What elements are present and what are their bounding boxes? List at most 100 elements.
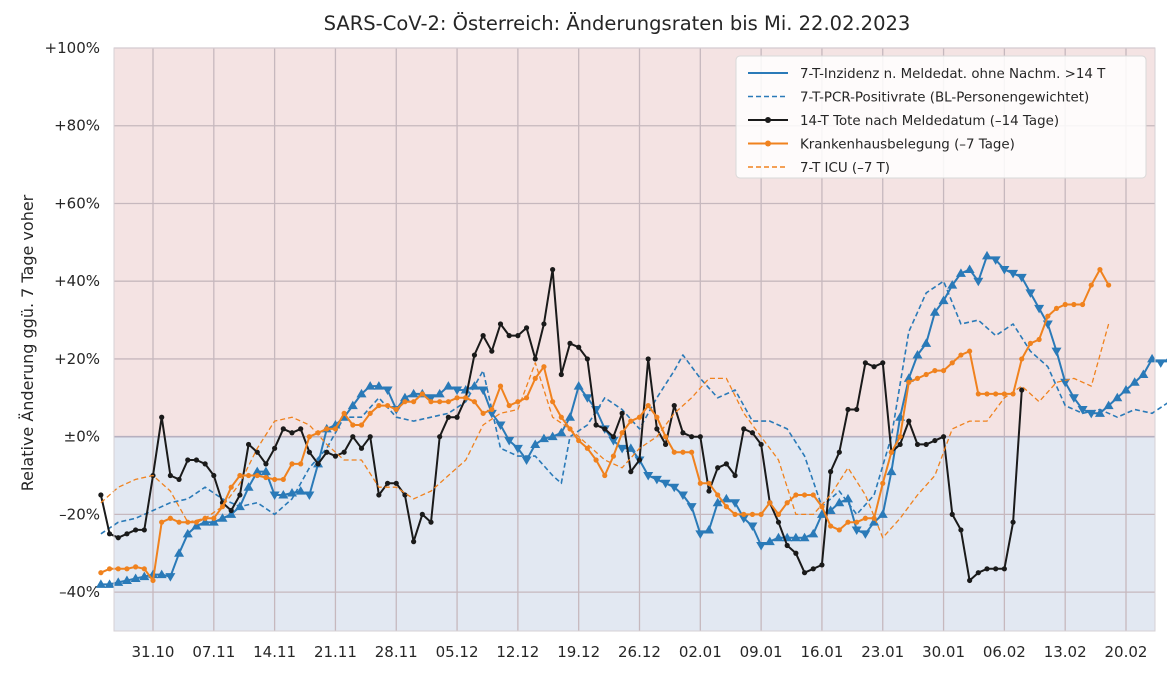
data-point bbox=[1008, 269, 1019, 279]
data-point bbox=[121, 575, 132, 584]
data-point bbox=[530, 439, 541, 448]
data-point bbox=[697, 434, 703, 440]
data-point bbox=[98, 492, 104, 498]
data-point bbox=[512, 444, 523, 454]
data-point bbox=[106, 566, 113, 572]
data-point bbox=[252, 466, 263, 476]
data-point bbox=[463, 395, 469, 401]
series bbox=[95, 250, 1167, 588]
data-point bbox=[784, 500, 790, 506]
data-point bbox=[912, 350, 923, 359]
data-point bbox=[150, 577, 156, 584]
data-point bbox=[167, 472, 173, 479]
data-point bbox=[686, 503, 697, 512]
data-point bbox=[828, 469, 834, 475]
x-tick-label: 09.01 bbox=[740, 643, 783, 661]
data-point bbox=[871, 364, 877, 370]
data-point bbox=[801, 570, 808, 576]
grid bbox=[114, 47, 1155, 631]
data-point bbox=[819, 504, 825, 510]
plot-border bbox=[113, 47, 1156, 632]
series-3 bbox=[98, 266, 1112, 584]
data-point bbox=[715, 492, 721, 498]
data-point bbox=[940, 367, 947, 374]
data-point bbox=[993, 391, 999, 397]
data-point bbox=[193, 519, 200, 525]
data-point bbox=[967, 348, 973, 354]
data-point bbox=[793, 492, 799, 498]
data-point bbox=[358, 445, 365, 451]
data-point bbox=[764, 536, 775, 546]
data-point bbox=[949, 360, 955, 366]
data-point bbox=[816, 509, 827, 518]
data-point bbox=[1001, 566, 1007, 572]
data-point bbox=[115, 566, 121, 572]
data-point bbox=[541, 364, 547, 370]
data-point bbox=[402, 399, 408, 405]
data-point bbox=[1010, 519, 1016, 525]
data-point bbox=[741, 426, 747, 432]
data-point bbox=[1016, 273, 1027, 283]
legend-entry: 7-T-PCR-Positivrate (BL-Personengewichte… bbox=[748, 91, 1089, 106]
chart-title: SARS-CoV-2: Österreich: Änderungsraten b… bbox=[324, 12, 911, 35]
data-point bbox=[584, 445, 590, 451]
data-point bbox=[434, 388, 445, 398]
data-point bbox=[454, 395, 460, 401]
data-point bbox=[411, 539, 417, 545]
data-point bbox=[208, 517, 219, 526]
data-point bbox=[538, 433, 549, 443]
data-point bbox=[938, 295, 949, 305]
data-point bbox=[393, 406, 399, 413]
data-point bbox=[715, 465, 721, 471]
legend-label: 7-T-Inzidenz n. Meldedat. ohne Nachm. >1… bbox=[800, 67, 1106, 82]
data-point bbox=[886, 466, 897, 476]
data-point bbox=[680, 430, 686, 436]
data-point bbox=[799, 532, 810, 542]
data-point bbox=[254, 449, 260, 455]
data-point bbox=[567, 340, 573, 346]
data-point bbox=[1088, 282, 1094, 288]
data-point bbox=[1051, 347, 1062, 357]
data-point bbox=[984, 391, 990, 397]
data-point bbox=[341, 410, 347, 416]
legend-entry: Krankenhausbelegung (–7 Tage) bbox=[748, 138, 1015, 153]
data-point bbox=[437, 399, 443, 405]
data-point bbox=[973, 277, 984, 287]
data-point bbox=[306, 449, 312, 455]
data-point bbox=[550, 399, 556, 405]
legend-entry: 7-T ICU (–7 T) bbox=[748, 161, 890, 176]
data-point bbox=[367, 410, 373, 416]
data-point bbox=[237, 472, 243, 479]
data-point bbox=[176, 476, 182, 483]
data-point bbox=[167, 515, 173, 521]
negative-band bbox=[114, 436, 1155, 631]
data-point bbox=[1079, 301, 1086, 308]
data-point bbox=[1062, 301, 1068, 308]
data-point bbox=[645, 402, 651, 409]
data-point bbox=[958, 352, 964, 358]
data-point bbox=[593, 457, 599, 463]
data-point bbox=[384, 402, 391, 409]
x-tick-label: 16.01 bbox=[800, 643, 843, 661]
data-point bbox=[193, 457, 200, 463]
data-point bbox=[367, 434, 373, 440]
data-point bbox=[408, 388, 419, 398]
x-tick-label: 21.11 bbox=[314, 643, 357, 661]
data-point bbox=[723, 504, 729, 510]
data-point bbox=[1053, 305, 1060, 312]
series-1 bbox=[100, 280, 1167, 535]
data-point bbox=[975, 570, 981, 576]
legend-entry: 14-T Tote nach Meldedatum (–14 Tage) bbox=[748, 114, 1059, 129]
data-point bbox=[419, 511, 425, 517]
data-point bbox=[515, 399, 521, 405]
data-point bbox=[576, 437, 582, 444]
data-point bbox=[460, 385, 471, 394]
data-point bbox=[495, 421, 506, 431]
data-point bbox=[185, 457, 191, 463]
data-point bbox=[547, 431, 558, 441]
data-point bbox=[758, 511, 764, 517]
y-tick-label: +100% bbox=[45, 39, 100, 57]
data-point bbox=[393, 480, 399, 486]
legend-label: 14-T Tote nach Meldedatum (–14 Tage) bbox=[800, 114, 1059, 129]
data-point bbox=[602, 472, 608, 479]
